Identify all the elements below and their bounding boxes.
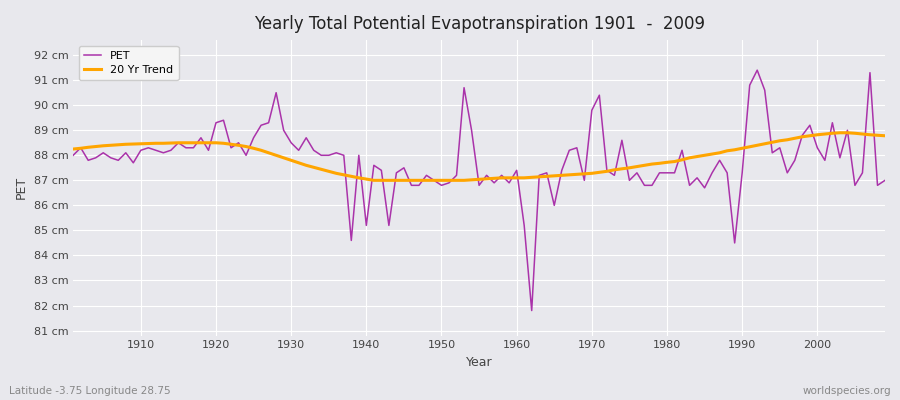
Legend: PET, 20 Yr Trend: PET, 20 Yr Trend <box>78 46 178 80</box>
PET <box>504 180 515 185</box>
20 Yr Trend <box>609 168 620 172</box>
Title: Yearly Total Potential Evapotranspiration 1901  -  2009: Yearly Total Potential Evapotranspiratio… <box>254 15 705 33</box>
PET <box>609 173 620 178</box>
Line: 20 Yr Trend: 20 Yr Trend <box>73 133 885 180</box>
20 Yr Trend <box>368 178 379 183</box>
PET <box>526 308 537 313</box>
20 Yr Trend <box>293 160 304 165</box>
PET <box>293 148 304 153</box>
20 Yr Trend <box>879 133 890 138</box>
PET <box>511 168 522 173</box>
20 Yr Trend <box>511 176 522 180</box>
20 Yr Trend <box>834 130 845 135</box>
PET <box>128 160 139 165</box>
20 Yr Trend <box>518 176 529 180</box>
20 Yr Trend <box>128 142 139 146</box>
Text: worldspecies.org: worldspecies.org <box>803 386 891 396</box>
Text: Latitude -3.75 Longitude 28.75: Latitude -3.75 Longitude 28.75 <box>9 386 171 396</box>
Y-axis label: PET: PET <box>15 176 28 200</box>
PET <box>752 68 762 72</box>
X-axis label: Year: Year <box>466 356 492 369</box>
20 Yr Trend <box>338 172 349 177</box>
20 Yr Trend <box>68 147 78 152</box>
PET <box>68 153 78 158</box>
PET <box>338 153 349 158</box>
PET <box>879 178 890 183</box>
Line: PET: PET <box>73 70 885 310</box>
